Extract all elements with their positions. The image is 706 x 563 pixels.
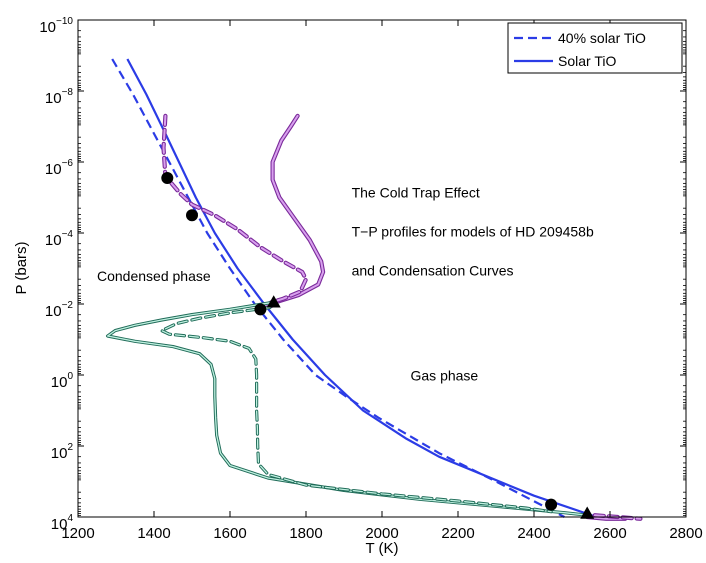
y-tick-label: 10−8 bbox=[45, 87, 74, 107]
y-tick-label: 10−10 bbox=[39, 16, 73, 36]
x-tick-label: 1400 bbox=[137, 525, 170, 542]
series-line-stratospheric-profile-40-solar-tio bbox=[162, 114, 307, 309]
annotation-gas-phase: Gas phase bbox=[411, 367, 479, 383]
series-layer bbox=[106, 58, 643, 521]
y-tick-label: 10−6 bbox=[45, 158, 74, 178]
annotation-layer: The Cold Trap Effect T−P profiles for mo… bbox=[97, 185, 594, 384]
annotation-title-line3: and Condensation Curves bbox=[352, 263, 514, 279]
tick-layer bbox=[77, 19, 687, 518]
y-tick-label: 102 bbox=[51, 442, 74, 462]
x-tick-label: 2200 bbox=[441, 525, 474, 542]
legend-box bbox=[507, 22, 683, 74]
x-tick-label: 1200 bbox=[61, 525, 94, 542]
data-point-circle bbox=[186, 209, 198, 222]
annotation-condensed-phase: Condensed phase bbox=[97, 268, 211, 284]
x-tick-label: 2600 bbox=[593, 525, 626, 542]
y-tick-labels: 10−10 10−8 10−6 10−4 10−2 100 102 104 bbox=[39, 16, 73, 533]
x-tick-label: 2000 bbox=[365, 525, 398, 542]
x-tick-label: 1800 bbox=[289, 525, 322, 542]
x-tick-label: 2800 bbox=[669, 525, 702, 542]
x-tick-label: 2400 bbox=[517, 525, 550, 542]
data-point-triangle bbox=[580, 506, 595, 519]
x-tick-label: 1600 bbox=[213, 525, 246, 542]
y-tick-label: 10−4 bbox=[45, 229, 74, 249]
data-point-circle bbox=[254, 303, 267, 316]
y-tick-label: 10−2 bbox=[45, 300, 74, 320]
annotation-title-line2: T−P profiles for models of HD 209458b bbox=[352, 224, 594, 240]
x-tick-labels: 1200 1400 1600 1800 2000 2200 2400 2600 … bbox=[61, 525, 702, 542]
x-axis-label: T (K) bbox=[365, 540, 398, 557]
y-tick-label: 104 bbox=[51, 513, 74, 533]
marker-layer bbox=[161, 171, 595, 519]
data-point-triangle bbox=[266, 295, 281, 308]
data-point-circle bbox=[545, 498, 558, 511]
annotation-title-line1: The Cold Trap Effect bbox=[352, 185, 480, 201]
legend-label-40pct: 40% solar TiO bbox=[558, 30, 646, 46]
legend: 40% solar TiO Solar TiO bbox=[507, 22, 683, 74]
y-axis-label: P (bars) bbox=[13, 241, 30, 294]
legend-label-solar: Solar TiO bbox=[558, 53, 616, 69]
series-line-condensation-curve-40-solar-tio bbox=[160, 306, 552, 513]
y-tick-label: 100 bbox=[51, 371, 74, 391]
data-point-circle bbox=[161, 171, 174, 184]
